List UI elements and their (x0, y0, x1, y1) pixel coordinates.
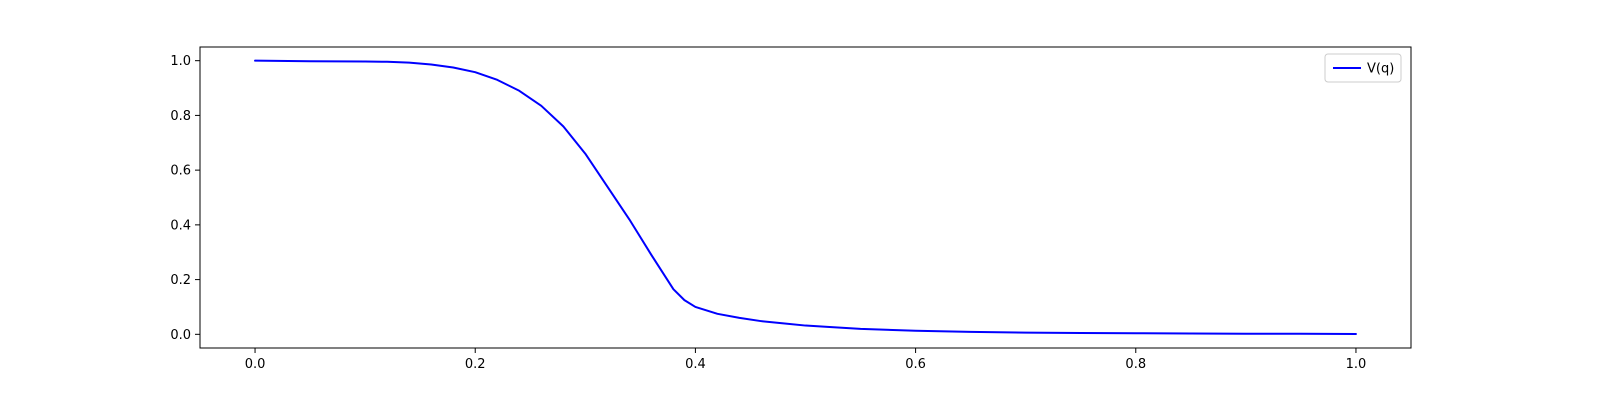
y-tick-label: 0.2 (170, 273, 191, 288)
x-tick-label: 0.6 (905, 357, 926, 372)
plot-frame (199, 46, 1412, 349)
series-layer (254, 59, 1357, 336)
y-axis: 0.0 0.2 0.4 0.6 0.8 1.0 (170, 54, 200, 343)
y-tick-label: 0.8 (170, 109, 191, 124)
y-tick-label: 1.0 (170, 54, 191, 69)
x-tick-label: 0.0 (245, 357, 266, 372)
y-tick-label: 0.4 (170, 218, 191, 233)
y-tick-label: 0.6 (170, 164, 191, 179)
x-axis: 0.0 0.2 0.4 0.6 0.8 1.0 (245, 348, 1367, 372)
x-tick-label: 0.8 (1125, 357, 1146, 372)
y-tick-label: 0.0 (170, 328, 191, 343)
x-tick-label: 0.2 (465, 357, 486, 372)
x-tick-label: 0.4 (685, 357, 706, 372)
legend-box (1324, 53, 1402, 83)
x-tick-label: 1.0 (1346, 357, 1367, 372)
legend-label: V(q) (1367, 62, 1394, 77)
series-line-0 (254, 59, 1357, 336)
plot-area (199, 46, 1412, 349)
legend: V(q) (1324, 53, 1402, 83)
